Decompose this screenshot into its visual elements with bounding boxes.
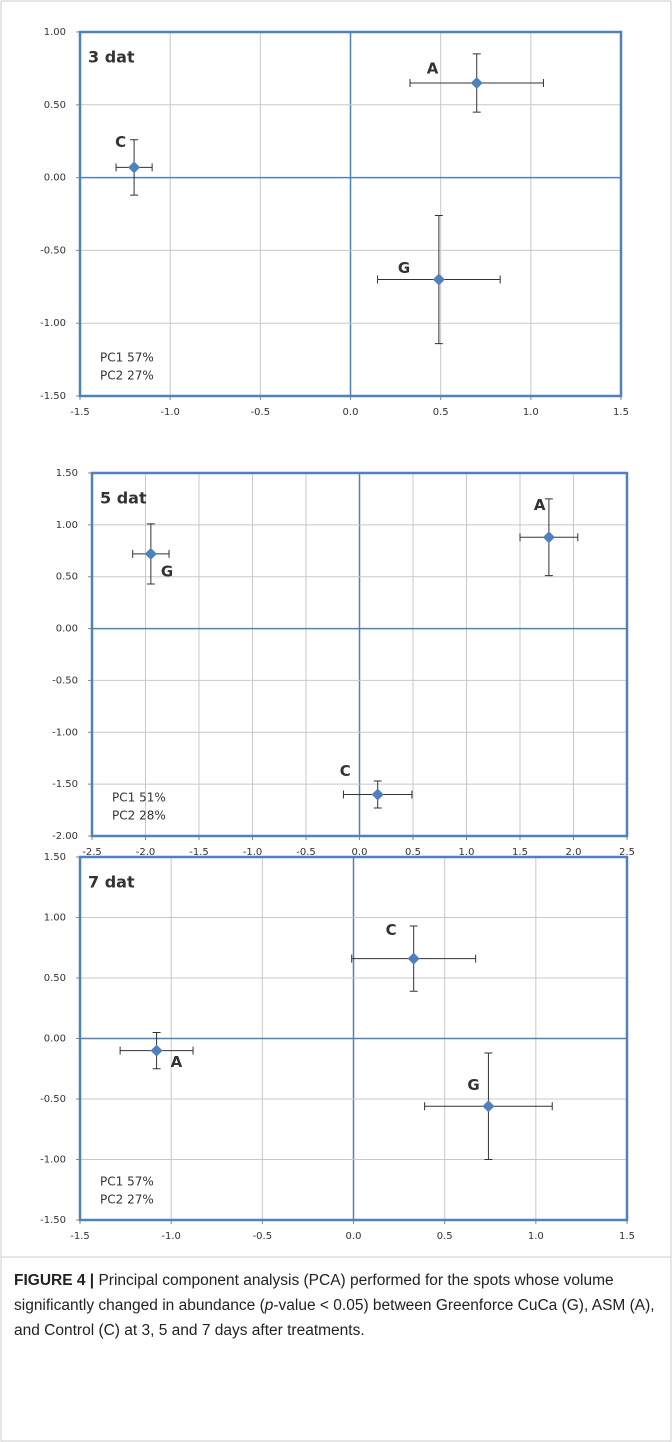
y-tick-label: 0.00 <box>44 173 66 184</box>
x-tick-label: 1.0 <box>523 407 539 418</box>
x-tick-label: 1.5 <box>613 407 629 418</box>
x-tick-label: -2.0 <box>136 847 156 858</box>
x-tick-label: -0.5 <box>296 847 316 858</box>
point <box>432 273 445 286</box>
annotation: PC2 28% <box>112 809 166 823</box>
x-tick-label: 0.0 <box>343 407 359 418</box>
y-tick-label: -1.50 <box>40 391 66 402</box>
point-label: G <box>161 562 173 580</box>
x-tick-label: 0.5 <box>405 847 421 858</box>
point-label: C <box>115 133 126 151</box>
y-tick-label: -0.50 <box>52 675 78 686</box>
y-tick-label: 0.50 <box>44 100 66 111</box>
point <box>144 547 157 560</box>
annotation: PC1 51% <box>112 791 166 805</box>
x-tick-label: -1.0 <box>161 1231 181 1242</box>
x-tick-label: -1.5 <box>70 1231 90 1242</box>
y-tick-label: 1.00 <box>44 27 66 38</box>
y-tick-label: 0.50 <box>44 973 66 984</box>
annotation: PC1 57% <box>100 351 154 365</box>
point <box>407 952 420 965</box>
x-tick-label: 2.5 <box>619 847 635 858</box>
x-tick-label: -0.5 <box>253 1231 273 1242</box>
point-label: C <box>386 921 397 939</box>
x-tick-label: -1.0 <box>243 847 263 858</box>
x-tick-label: 0.5 <box>437 1231 453 1242</box>
plot-border <box>90 471 629 838</box>
point-label: A <box>427 59 439 77</box>
y-tick-label: 1.00 <box>56 520 78 531</box>
x-tick-label: 1.5 <box>512 847 528 858</box>
annotation: PC1 57% <box>100 1175 154 1189</box>
point-label: G <box>398 259 410 277</box>
y-tick-label: -0.50 <box>40 245 66 256</box>
x-tick-label: 0.0 <box>346 1231 362 1242</box>
caption-text: -value < 0.05) between Greenforce CuCa (… <box>14 1297 655 1339</box>
annotation: PC2 27% <box>100 369 154 383</box>
point-label: A <box>171 1053 183 1071</box>
caption-label: FIGURE 4 | <box>14 1272 95 1289</box>
point <box>128 161 141 174</box>
y-tick-label: -1.00 <box>40 318 66 329</box>
y-tick-label: 1.50 <box>44 852 66 863</box>
x-tick-label: 1.0 <box>459 847 475 858</box>
y-tick-label: 1.00 <box>44 913 66 924</box>
x-tick-label: 2.0 <box>566 847 582 858</box>
x-tick-label: -1.5 <box>189 847 209 858</box>
point <box>150 1044 163 1057</box>
x-tick-label: 1.5 <box>619 1231 635 1242</box>
x-tick-label: 1.0 <box>528 1231 544 1242</box>
caption: FIGURE 4 | Principal component analysis … <box>14 1268 659 1343</box>
y-tick-label: 0.00 <box>44 1034 66 1045</box>
plot-border <box>78 855 629 1222</box>
point <box>470 76 483 89</box>
point-label: G <box>467 1076 479 1094</box>
y-tick-label: -0.50 <box>40 1094 66 1105</box>
caption-text: Principal component analysis (PCA) perfo… <box>14 1272 614 1314</box>
y-tick-label: -1.00 <box>40 1155 66 1166</box>
x-tick-label: 0.5 <box>433 407 449 418</box>
point-label: C <box>340 762 351 780</box>
panel-title: 3 dat <box>88 48 135 67</box>
point <box>482 1100 495 1113</box>
y-tick-label: -2.00 <box>52 831 78 842</box>
y-tick-label: -1.50 <box>40 1215 66 1226</box>
y-tick-label: 0.50 <box>56 572 78 583</box>
x-tick-label: 0.0 <box>352 847 368 858</box>
y-tick-label: -1.50 <box>52 779 78 790</box>
y-tick-label: -1.00 <box>52 727 78 738</box>
y-tick-label: 0.00 <box>56 624 78 635</box>
y-tick-label: 1.50 <box>56 468 78 479</box>
x-tick-label: -2.5 <box>82 847 102 858</box>
panel-title: 7 dat <box>88 873 135 892</box>
point <box>371 788 384 801</box>
point <box>542 531 555 544</box>
x-tick-label: -0.5 <box>251 407 271 418</box>
annotation: PC2 27% <box>100 1193 154 1207</box>
caption-italic: p <box>264 1297 274 1314</box>
point-label: A <box>534 496 546 514</box>
plot-border <box>78 30 623 398</box>
x-tick-label: -1.0 <box>160 407 180 418</box>
x-tick-label: -1.5 <box>70 407 90 418</box>
panel-title: 5 dat <box>100 489 147 508</box>
